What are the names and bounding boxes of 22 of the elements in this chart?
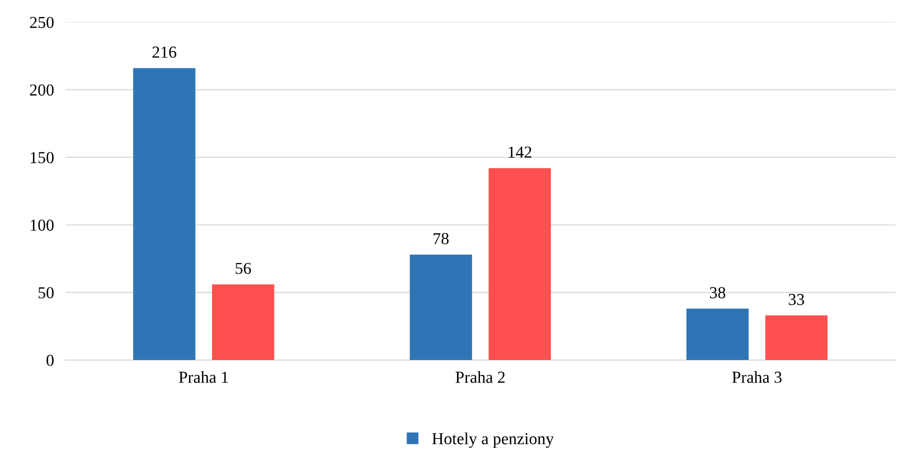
- y-tick-label: 0: [46, 354, 54, 366]
- bar: [488, 168, 551, 360]
- data-label: 38: [710, 287, 726, 298]
- x-tick-label: Praha 2: [456, 371, 505, 383]
- data-label: 56: [236, 262, 251, 274]
- data-label: 142: [508, 146, 532, 158]
- x-tick-label: Praha 1: [178, 371, 228, 383]
- bar: [133, 68, 196, 360]
- bar: [410, 254, 472, 360]
- legend-label: Hotely a penziony: [432, 432, 554, 448]
- y-tick-label: 250: [30, 16, 54, 28]
- bar: [212, 284, 274, 360]
- bar: [686, 308, 749, 360]
- y-tick-label: 200: [30, 84, 54, 96]
- x-tick-label: Praha 3: [732, 371, 782, 383]
- y-tick-label: 50: [38, 287, 54, 298]
- data-label: 78: [434, 233, 449, 244]
- data-label: 33: [788, 294, 804, 306]
- bar: [765, 315, 828, 360]
- y-tick-label: 100: [30, 220, 54, 231]
- data-label: 216: [152, 46, 176, 58]
- y-tick-label: 150: [30, 152, 54, 164]
